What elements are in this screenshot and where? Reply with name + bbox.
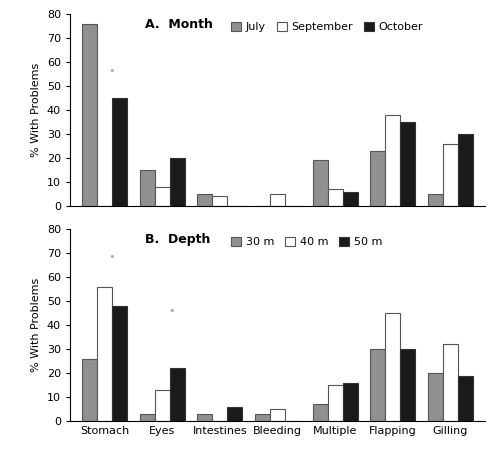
- Bar: [386, 115, 400, 206]
- Bar: [228, 407, 242, 421]
- Bar: [140, 414, 154, 421]
- Bar: [170, 158, 184, 206]
- Text: •: •: [108, 252, 115, 262]
- Text: •: •: [108, 66, 115, 76]
- Bar: [458, 134, 473, 206]
- Bar: [198, 414, 212, 421]
- Bar: [312, 161, 328, 206]
- Bar: [198, 194, 212, 206]
- Bar: [140, 170, 154, 206]
- Y-axis label: % With Problems: % With Problems: [32, 278, 42, 373]
- Text: B.  Depth: B. Depth: [144, 233, 210, 246]
- Bar: [370, 349, 386, 421]
- Bar: [97, 287, 112, 421]
- Text: •: •: [168, 306, 175, 316]
- Bar: [428, 194, 443, 206]
- Bar: [458, 376, 473, 421]
- Bar: [400, 122, 415, 206]
- Bar: [82, 24, 97, 206]
- Bar: [212, 197, 228, 206]
- Bar: [312, 404, 328, 421]
- Bar: [443, 344, 458, 421]
- Bar: [400, 349, 415, 421]
- Bar: [342, 383, 357, 421]
- Legend: 30 m, 40 m, 50 m: 30 m, 40 m, 50 m: [229, 234, 384, 249]
- Bar: [428, 373, 443, 421]
- Bar: [386, 313, 400, 421]
- Y-axis label: % With Problems: % With Problems: [32, 63, 42, 157]
- Bar: [82, 359, 97, 421]
- Legend: July, September, October: July, September, October: [229, 20, 426, 35]
- Bar: [328, 189, 342, 206]
- Bar: [154, 390, 170, 421]
- Bar: [328, 385, 342, 421]
- Bar: [370, 151, 386, 206]
- Text: A.  Month: A. Month: [144, 18, 212, 31]
- Bar: [255, 414, 270, 421]
- Bar: [112, 306, 127, 421]
- Bar: [112, 98, 127, 206]
- Bar: [170, 368, 184, 421]
- Bar: [270, 194, 285, 206]
- Bar: [270, 409, 285, 421]
- Bar: [342, 192, 357, 206]
- Bar: [154, 187, 170, 206]
- Bar: [443, 144, 458, 206]
